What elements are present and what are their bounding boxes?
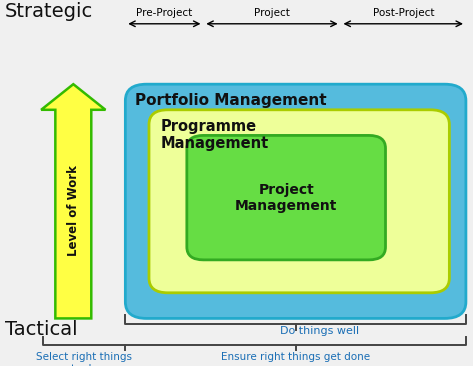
- Text: Ensure right things get done: Ensure right things get done: [221, 352, 370, 362]
- Text: Portfolio Management: Portfolio Management: [135, 93, 326, 108]
- Text: Pre-Project: Pre-Project: [136, 8, 192, 18]
- Text: Level of Work: Level of Work: [67, 165, 80, 256]
- FancyBboxPatch shape: [187, 135, 385, 260]
- Text: Do things well: Do things well: [280, 326, 359, 336]
- Polygon shape: [41, 84, 105, 318]
- Text: Project
Management: Project Management: [235, 183, 337, 213]
- Text: Programme
Management: Programme Management: [161, 119, 269, 152]
- FancyBboxPatch shape: [149, 110, 449, 293]
- Text: Select right things
to do: Select right things to do: [36, 352, 132, 366]
- FancyBboxPatch shape: [125, 84, 466, 318]
- Text: Strategic: Strategic: [5, 2, 93, 21]
- Text: Tactical: Tactical: [5, 320, 78, 339]
- Text: Project: Project: [254, 8, 290, 18]
- Text: Post-Project: Post-Project: [373, 8, 434, 18]
